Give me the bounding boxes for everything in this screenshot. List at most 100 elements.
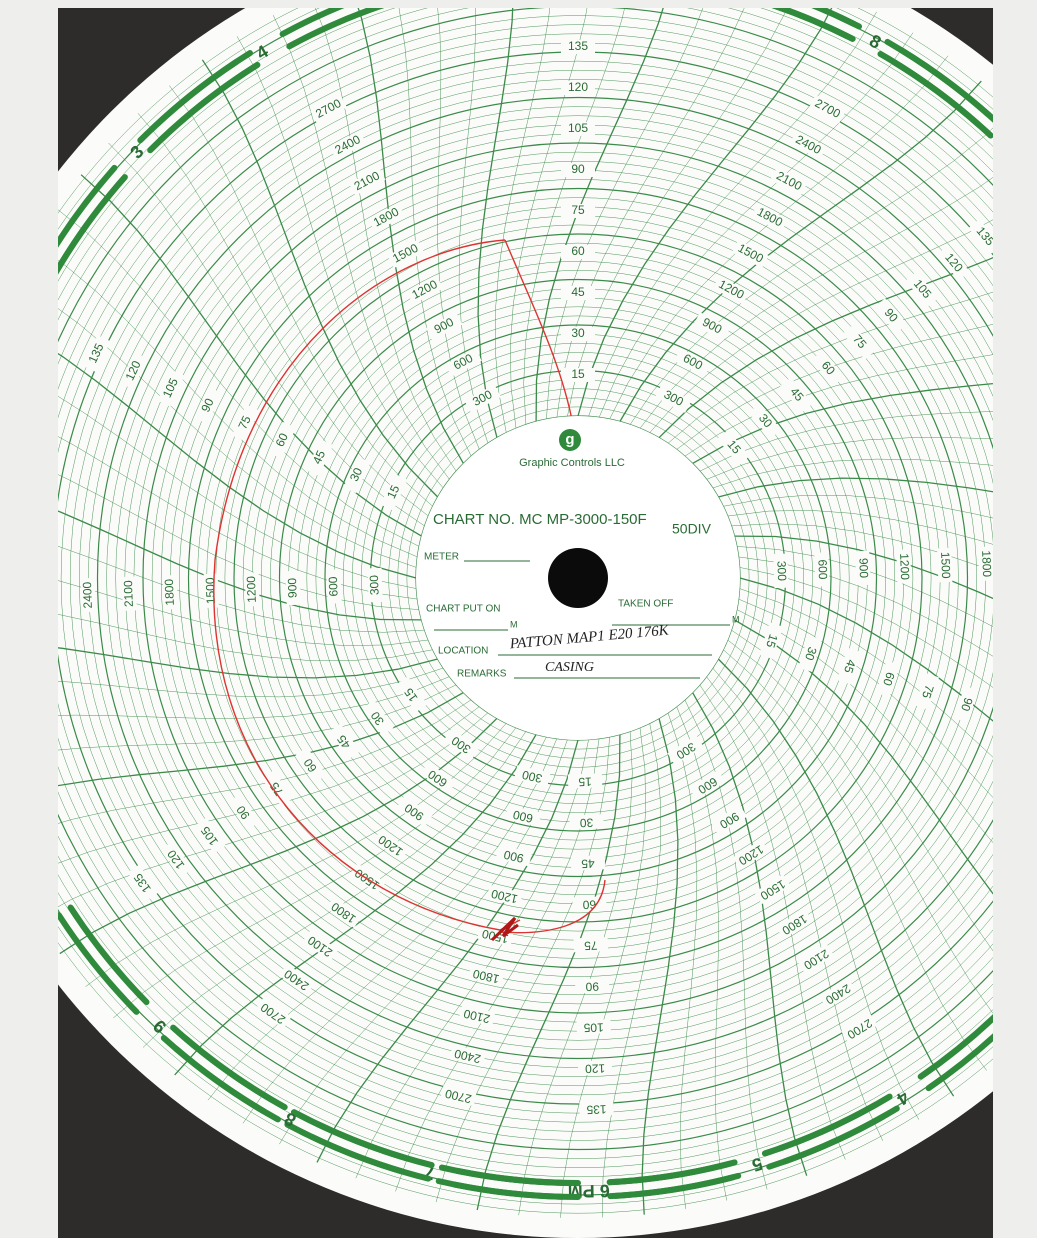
scale-label: 60 [571, 244, 585, 258]
hour-band [137, 58, 240, 144]
time-line [731, 523, 993, 572]
label-backing [157, 369, 185, 407]
ring-line [58, 15, 993, 1141]
scale-label: 75 [584, 938, 598, 952]
scale-label: 1500 [938, 552, 953, 579]
time-line [58, 614, 433, 661]
scale-label: 120 [568, 80, 588, 94]
time-line [667, 291, 993, 444]
scale-label: 135 [586, 1102, 607, 1117]
label-backing [814, 552, 830, 587]
hour-band [286, 8, 385, 50]
handwritten-remarks: CASING [545, 660, 594, 675]
scale-label: 90 [958, 696, 976, 713]
ring-line [106, 106, 993, 1050]
scale-label: 900 [856, 558, 871, 579]
scale-label: 2700 [443, 1086, 472, 1106]
scale-label: 75 [919, 683, 937, 700]
time-line [692, 692, 808, 1176]
scale-label: 300 [521, 767, 544, 785]
hour-band [612, 1172, 742, 1199]
ring-line [161, 161, 993, 995]
time-line [523, 8, 625, 425]
hour-band [58, 912, 140, 1015]
time-line [667, 712, 698, 1209]
hour-band [1017, 162, 1037, 258]
hour-band [771, 8, 851, 40]
label-backing [561, 122, 595, 136]
scale-label: 30 [579, 815, 593, 829]
time-line [316, 739, 579, 1163]
label-backing [406, 275, 444, 305]
label-backing [789, 131, 827, 160]
time-line [598, 32, 914, 418]
label-backing [380, 473, 408, 511]
scale-label: 1800 [471, 966, 500, 986]
center-hole [548, 548, 608, 608]
time-line [510, 8, 588, 429]
field-unit: M [510, 619, 518, 629]
label-backing [495, 845, 533, 867]
label-backing [577, 1060, 613, 1076]
time-line [477, 8, 514, 438]
label-backing [261, 770, 293, 807]
label-backing [573, 937, 609, 953]
time-line [602, 723, 661, 1218]
label-backing [561, 204, 595, 218]
scale-label: 300 [367, 575, 382, 596]
ring-line [58, 8, 993, 1205]
label-backing [194, 817, 226, 854]
ring-line [324, 324, 832, 832]
divisions: 50DIV [672, 521, 712, 537]
label-backing [759, 622, 783, 660]
ring-line [152, 152, 993, 1004]
label-backing [1032, 711, 1037, 748]
time-line [58, 580, 429, 646]
recorded-trace [213, 239, 606, 934]
label-backing [905, 271, 939, 307]
scale-label: 600 [511, 807, 534, 825]
time-line [476, 734, 621, 1211]
hour-band [279, 8, 345, 38]
hour-band [1027, 152, 1037, 250]
label-backing [504, 805, 542, 827]
ring-line [142, 142, 993, 1014]
ring-line [58, 8, 993, 1150]
label-backing [373, 829, 409, 861]
scale-label: 45 [581, 856, 595, 870]
time-line [58, 699, 472, 824]
time-line [717, 658, 955, 1097]
label-backing [842, 324, 876, 360]
label-backing [570, 855, 606, 871]
label-backing [161, 841, 193, 877]
hour-band [877, 51, 982, 128]
scale-label: 1200 [244, 576, 259, 603]
label-backing [1019, 545, 1034, 579]
time-line [169, 85, 433, 507]
label-backing [797, 943, 835, 974]
label-backing [808, 94, 846, 124]
hour-band [917, 1014, 993, 1080]
recorded-trace [504, 239, 573, 421]
scale-label: 90 [198, 396, 216, 414]
time-line [727, 639, 993, 1014]
label-backing [732, 839, 769, 870]
label-backing [717, 429, 750, 466]
label-backing [874, 298, 907, 334]
ring-line [58, 8, 993, 1168]
label-backing [798, 635, 822, 672]
time-line [738, 598, 993, 798]
field-remarks: REMARKS [457, 669, 507, 680]
ring-line [233, 233, 923, 923]
field-unit: M [732, 614, 740, 624]
label-backing [841, 1013, 878, 1044]
label-backing [244, 572, 260, 607]
time-line [236, 36, 444, 489]
label-backing [464, 384, 501, 413]
label-backing [561, 163, 595, 177]
label-backing [269, 421, 297, 459]
scale-label: 15 [578, 774, 592, 788]
label-backing [754, 874, 791, 905]
scale-label: 45 [841, 658, 859, 675]
ring-line [406, 406, 750, 750]
